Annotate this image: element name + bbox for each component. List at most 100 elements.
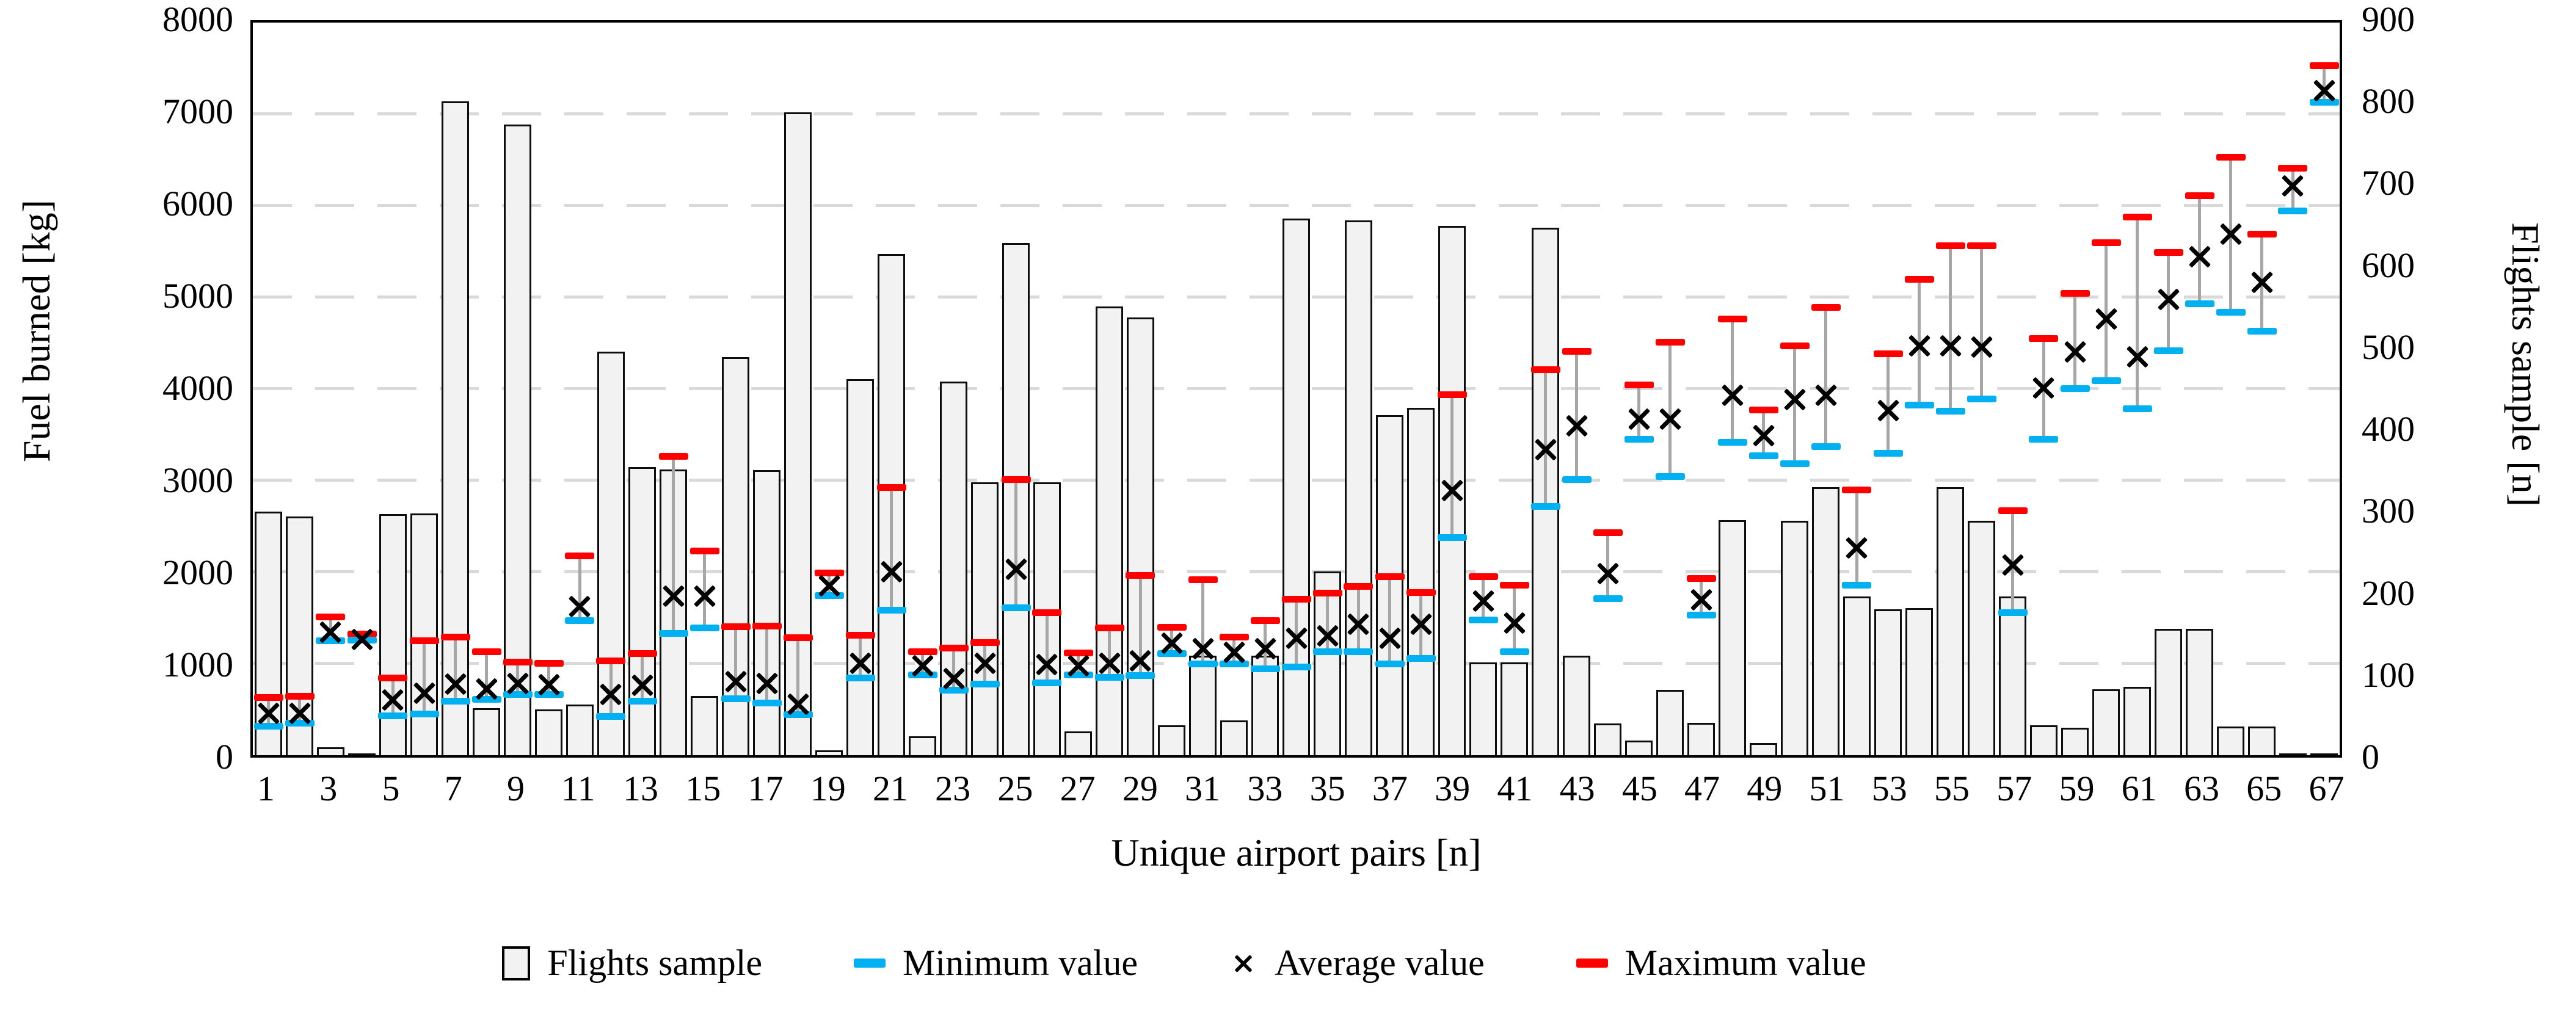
min-max-range-line [1014,479,1017,608]
right-axis-tick-label: 500 [2362,327,2415,367]
minimum-value-marker [1375,660,1405,667]
flights-sample-bar [1562,656,1591,755]
left-axis-tick-label: 6000 [162,184,233,223]
x-axis-tick-label: 17 [748,769,784,808]
flights-sample-bar [1967,521,1996,755]
average-value-marker [2061,338,2089,366]
minimum-value-marker [1126,672,1155,680]
minimum-value-marker [1094,673,1124,681]
maximum-value-marker [440,634,470,641]
maximum-value-marker [1437,391,1467,398]
flights-sample-bar [534,709,563,755]
flights-sample-bar [410,513,438,755]
flights-sample-bar [1874,609,1902,755]
minimum-value-marker [1250,665,1280,672]
flights-sample-bar [752,470,781,755]
maximum-value-marker [2247,230,2277,237]
average-value-marker [566,592,594,620]
average-value-marker [1096,649,1124,677]
average-value-marker [1874,396,1902,424]
maximum-value-marker [285,693,315,700]
flights-sample-bar [939,382,968,755]
minimum-value-marker [1842,581,1872,589]
maximum-dash-icon [1576,959,1608,968]
flights-sample-bar [347,753,376,755]
flights-sample-bar [1375,415,1404,755]
minimum-value-marker [721,695,751,702]
maximum-value-marker [1032,609,1062,616]
gridline [253,112,2340,115]
flights-sample-bar [1656,690,1684,755]
average-value-marker [2186,242,2214,270]
average-value-marker [1376,624,1404,652]
average-value-marker [2310,76,2338,104]
average-value-marker [753,669,781,697]
average-value-marker [1126,647,1154,675]
minimum-value-marker [1499,648,1529,656]
right-axis-tick-label: 200 [2362,573,2415,613]
maximum-value-marker [1873,350,1903,357]
minimum-value-marker [2122,405,2152,412]
flights-sample-bar [2310,753,2338,755]
flights-sample-bar [877,253,906,755]
minimum-value-marker [1935,407,1965,415]
maximum-value-marker [1593,529,1623,537]
minimum-value-marker [2060,385,2090,392]
right-axis-tick-label: 400 [2362,409,2415,449]
average-value-marker [1843,534,1871,562]
maximum-value-marker [2185,192,2214,199]
maximum-value-marker [1001,476,1031,483]
maximum-value-marker [970,639,1000,646]
maximum-value-marker [939,645,969,652]
flights-sample-bar [1282,219,1311,755]
maximum-value-marker [1562,348,1592,355]
average-value-marker [442,670,470,698]
average-value-marker [1469,587,1497,615]
legend-label: Minimum value [903,943,1138,983]
average-value-marker [1656,405,1684,433]
x-axis-tick-label: 41 [1497,769,1533,808]
average-value-marker [628,671,657,699]
maximum-value-marker [1250,617,1280,625]
minimum-dash-icon [854,959,886,968]
minimum-value-marker [1468,616,1498,623]
min-max-range-line [2136,217,2139,409]
minimum-value-marker [1748,452,1778,459]
flights-sample-bar [2216,727,2245,755]
right-axis-tick-label: 600 [2362,245,2415,285]
average-value-marker [1687,585,1716,614]
left-axis-tick-label: 3000 [162,460,233,500]
maximum-value-marker [1344,583,1374,590]
average-value-marker [1937,332,1965,360]
average-value-marker [1501,609,1529,637]
flights-sample-bar [1064,731,1093,755]
average-value-marker [846,649,875,677]
maximum-value-marker [1967,242,1996,249]
x-axis-tick-label: 43 [1559,769,1595,808]
average-x-icon [1232,952,1255,974]
x-axis-tick-label: 33 [1247,769,1283,808]
minimum-value-marker [1344,648,1374,656]
right-axis-tick-label: 700 [2362,163,2415,203]
flights-sample-bar [1469,662,1497,755]
x-axis-tick-label: 55 [1934,769,1970,808]
minimum-value-marker [2029,436,2059,443]
x-axis-tick-label: 5 [382,769,400,808]
flights-sample-bar [908,736,937,755]
flights-sample-bar [472,708,501,755]
flights-sample-bar [1905,607,1934,755]
average-value-marker [1968,333,1996,361]
right-axis-tick-label: 800 [2362,81,2415,121]
flights-sample-bar [379,514,407,755]
min-max-range-line [1045,612,1049,684]
maximum-value-marker [378,675,408,682]
left-axis-tick-label: 8000 [162,0,233,39]
flights-sample-bar [1718,520,1747,755]
average-value-marker [784,690,812,718]
maximum-value-marker [1499,581,1529,589]
x-axis-tick-label: 23 [935,769,971,808]
maximum-value-marker [2309,62,2339,69]
minimum-value-marker [1904,402,1934,408]
x-axis-tick-label: 47 [1684,769,1720,808]
flights-sample-bar [2061,727,2089,755]
